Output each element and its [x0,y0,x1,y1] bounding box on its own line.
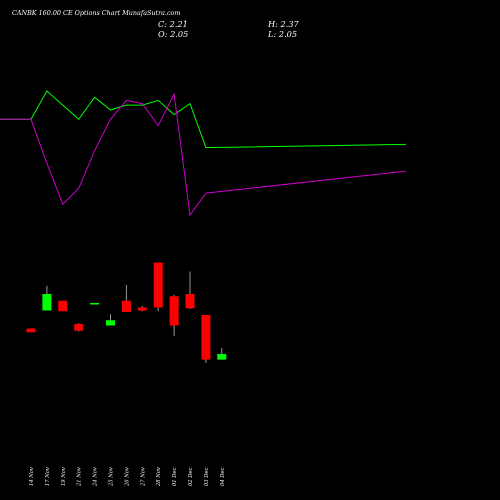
high-readout: H: 2.37 [267,19,300,29]
candle-body [201,315,211,360]
chart-title: CANBK 160.00 CE Options Chart MunafaSutr… [12,9,180,17]
candle-body [169,296,179,326]
candle-body [153,262,163,308]
candle-9 [153,262,163,312]
x-axis-labels: 14 Nov 17 Nov 19 Nov 21 Nov 24 Nov 25 Nov 26 N… [29,467,226,487]
close-readout: C: 2.21 [158,19,188,29]
x-tick-label: 27 Nov [140,467,146,487]
candle-8 [137,306,147,312]
candlesticks [26,262,227,363]
candle-7 [121,285,131,312]
x-tick-label: 25 Nov [109,467,115,487]
x-tick-label: 24 Nov [93,467,99,487]
candle-13 [217,348,227,360]
x-tick-label: 17 Nov [45,467,51,486]
candle-body [26,328,36,333]
candle-body [90,303,100,305]
candle-body [217,354,227,360]
candle-body [106,320,115,326]
candle-5 [90,303,100,305]
candle-6 [106,314,115,326]
candle-1 [26,328,36,333]
low-readout: L: 2.05 [267,29,297,39]
x-tick-label: 21 Nov [77,467,83,487]
candle-4 [74,323,84,332]
candle-body [58,300,68,312]
candle-body [185,294,195,309]
indicator-line-2 [0,92,407,217]
candle-3 [58,300,68,312]
x-tick-label: 03 Dec [204,468,210,486]
indicator-line-1 [0,90,407,149]
candle-10 [169,294,179,336]
x-tick-label: 19 Nov [61,467,67,486]
indicator-lines [0,90,407,217]
x-tick-label: 02 Dec [188,468,194,486]
candle-body [74,324,84,331]
candle-2 [42,285,52,311]
x-tick-label: 26 Nov [124,467,130,487]
candle-body [137,307,147,311]
open-readout: O: 2.05 [158,29,188,39]
x-tick-label: 04 Dec [220,468,226,486]
x-tick-label: 14 Nov [29,467,35,486]
x-tick-label: 28 Nov [156,467,162,487]
candle-12 [201,315,211,363]
candle-11 [185,271,195,309]
candle-body [121,300,131,312]
x-tick-label: 01 Dec [172,468,178,486]
candle-body [42,294,52,311]
